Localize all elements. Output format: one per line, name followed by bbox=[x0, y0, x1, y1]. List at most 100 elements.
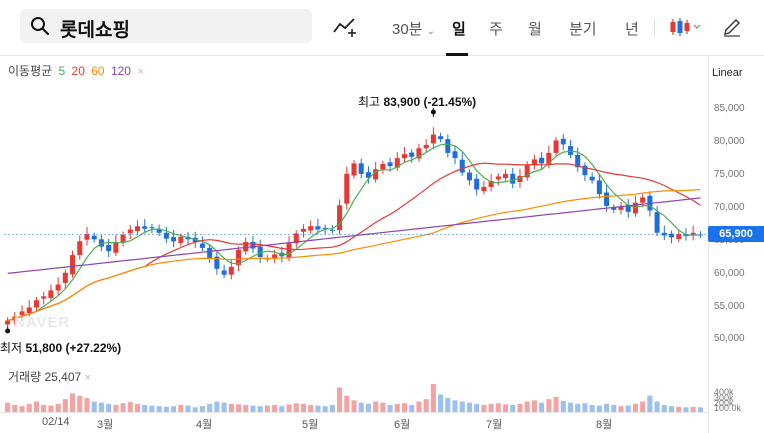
volume-bar bbox=[127, 402, 133, 412]
low-marker-dot bbox=[5, 328, 11, 334]
volume-bar bbox=[149, 405, 155, 412]
volume-bar bbox=[293, 403, 299, 412]
candle-body bbox=[517, 175, 523, 183]
candle-body bbox=[62, 272, 68, 283]
candle-body bbox=[134, 226, 141, 232]
high-annotation-label: 최고 bbox=[358, 95, 381, 109]
volume-bar bbox=[250, 405, 256, 412]
close-icon[interactable]: × bbox=[137, 66, 144, 78]
candle-body bbox=[430, 134, 436, 144]
x-axis-line bbox=[0, 412, 708, 413]
candle-body bbox=[106, 244, 112, 252]
candle-body bbox=[423, 145, 429, 149]
high-annotation-value: 83,900 (-21.45%) bbox=[383, 95, 477, 109]
volume-axis-label: 400k bbox=[714, 387, 734, 397]
candle-body bbox=[373, 169, 379, 180]
candle-body bbox=[120, 234, 126, 242]
candle-body bbox=[466, 172, 472, 181]
volume-bar bbox=[438, 394, 444, 412]
volume-bar bbox=[62, 399, 68, 412]
low-annotation-value: 51,800 (+27.22%) bbox=[25, 341, 122, 355]
volume-bar bbox=[264, 405, 270, 412]
candle-body bbox=[654, 212, 660, 233]
add-indicator-icon[interactable] bbox=[332, 16, 358, 38]
tab-month[interactable]: 월 bbox=[528, 21, 542, 38]
header-divider bbox=[654, 19, 655, 35]
volume-bar bbox=[481, 405, 487, 412]
candle-body bbox=[221, 270, 227, 275]
ma20-line bbox=[7, 162, 701, 322]
low-annotation: 최저 51,800 (+27.22%) bbox=[0, 339, 121, 356]
volume-bar bbox=[337, 387, 343, 412]
candle-body bbox=[575, 154, 581, 168]
volume-bar bbox=[647, 395, 653, 412]
candle-body bbox=[452, 151, 458, 159]
scale-toggle[interactable]: Linear bbox=[712, 67, 743, 79]
volume-bar bbox=[510, 405, 516, 412]
volume-bar bbox=[423, 399, 429, 412]
price-axis-label: 75,000 bbox=[714, 169, 745, 180]
candle-body bbox=[315, 226, 321, 230]
candle-body bbox=[178, 236, 184, 243]
candle-body bbox=[510, 173, 516, 184]
volume-bar bbox=[185, 405, 191, 412]
tab-year[interactable]: 년 bbox=[625, 21, 639, 38]
candlestick-type-icon[interactable] bbox=[668, 16, 702, 38]
tab-week[interactable]: 주 bbox=[489, 21, 503, 38]
period-select[interactable]: 30분 ⌄ bbox=[392, 18, 435, 39]
candle-body bbox=[199, 243, 205, 248]
candle-body bbox=[48, 290, 54, 298]
stock-search-box[interactable]: 롯데쇼핑 bbox=[20, 9, 312, 43]
volume-bar bbox=[315, 405, 321, 412]
candle-body bbox=[604, 192, 610, 206]
candle-body bbox=[358, 163, 364, 174]
candle-body bbox=[70, 255, 76, 275]
volume-bar bbox=[236, 404, 242, 412]
candle-body bbox=[539, 157, 545, 164]
tab-day[interactable]: 일 bbox=[452, 21, 466, 38]
volume-bar bbox=[134, 403, 141, 412]
volume-bar bbox=[394, 403, 400, 412]
volume-bar bbox=[329, 405, 335, 412]
ma120-line bbox=[7, 197, 701, 274]
candle-body bbox=[560, 138, 566, 145]
candle-body bbox=[163, 232, 169, 239]
high-annotation: 최고 83,900 (-21.45%) bbox=[358, 93, 476, 110]
candle-body bbox=[127, 229, 133, 234]
candle-body bbox=[582, 165, 588, 176]
volume-bar bbox=[19, 406, 25, 412]
volume-bar bbox=[257, 406, 263, 412]
ma60-line bbox=[7, 189, 701, 322]
volume-axis-label: 100.0k bbox=[714, 403, 742, 413]
ma5-label: 5 bbox=[58, 64, 66, 78]
candle-body bbox=[632, 202, 638, 214]
candle-body bbox=[308, 226, 314, 231]
candle-body bbox=[611, 207, 617, 210]
volume-bar bbox=[503, 404, 509, 412]
volume-bar bbox=[409, 405, 415, 412]
candle-body bbox=[142, 226, 148, 229]
current-price-badge: 65,900 bbox=[708, 226, 764, 242]
volume-bar bbox=[178, 405, 184, 412]
volume-bar bbox=[618, 406, 624, 412]
candle-body bbox=[438, 136, 444, 140]
volume-bar bbox=[91, 401, 97, 412]
candle-body bbox=[690, 232, 696, 235]
candle-body bbox=[409, 152, 415, 157]
volume-bar bbox=[495, 403, 501, 412]
tab-quarter[interactable]: 분기 bbox=[569, 21, 597, 38]
close-icon[interactable]: × bbox=[84, 372, 91, 384]
candle-body bbox=[344, 173, 350, 204]
candle-body bbox=[322, 227, 328, 229]
pencil-icon[interactable] bbox=[722, 17, 742, 37]
volume-bar bbox=[171, 406, 177, 412]
candle-body bbox=[546, 152, 552, 165]
volume-bar bbox=[351, 400, 357, 412]
ma5-line bbox=[7, 143, 701, 322]
volume-bar bbox=[98, 402, 104, 412]
volume-bar bbox=[142, 405, 148, 412]
volume-bar bbox=[344, 395, 350, 412]
volume-bar bbox=[661, 405, 667, 412]
price-axis-label: 50,000 bbox=[714, 333, 745, 344]
